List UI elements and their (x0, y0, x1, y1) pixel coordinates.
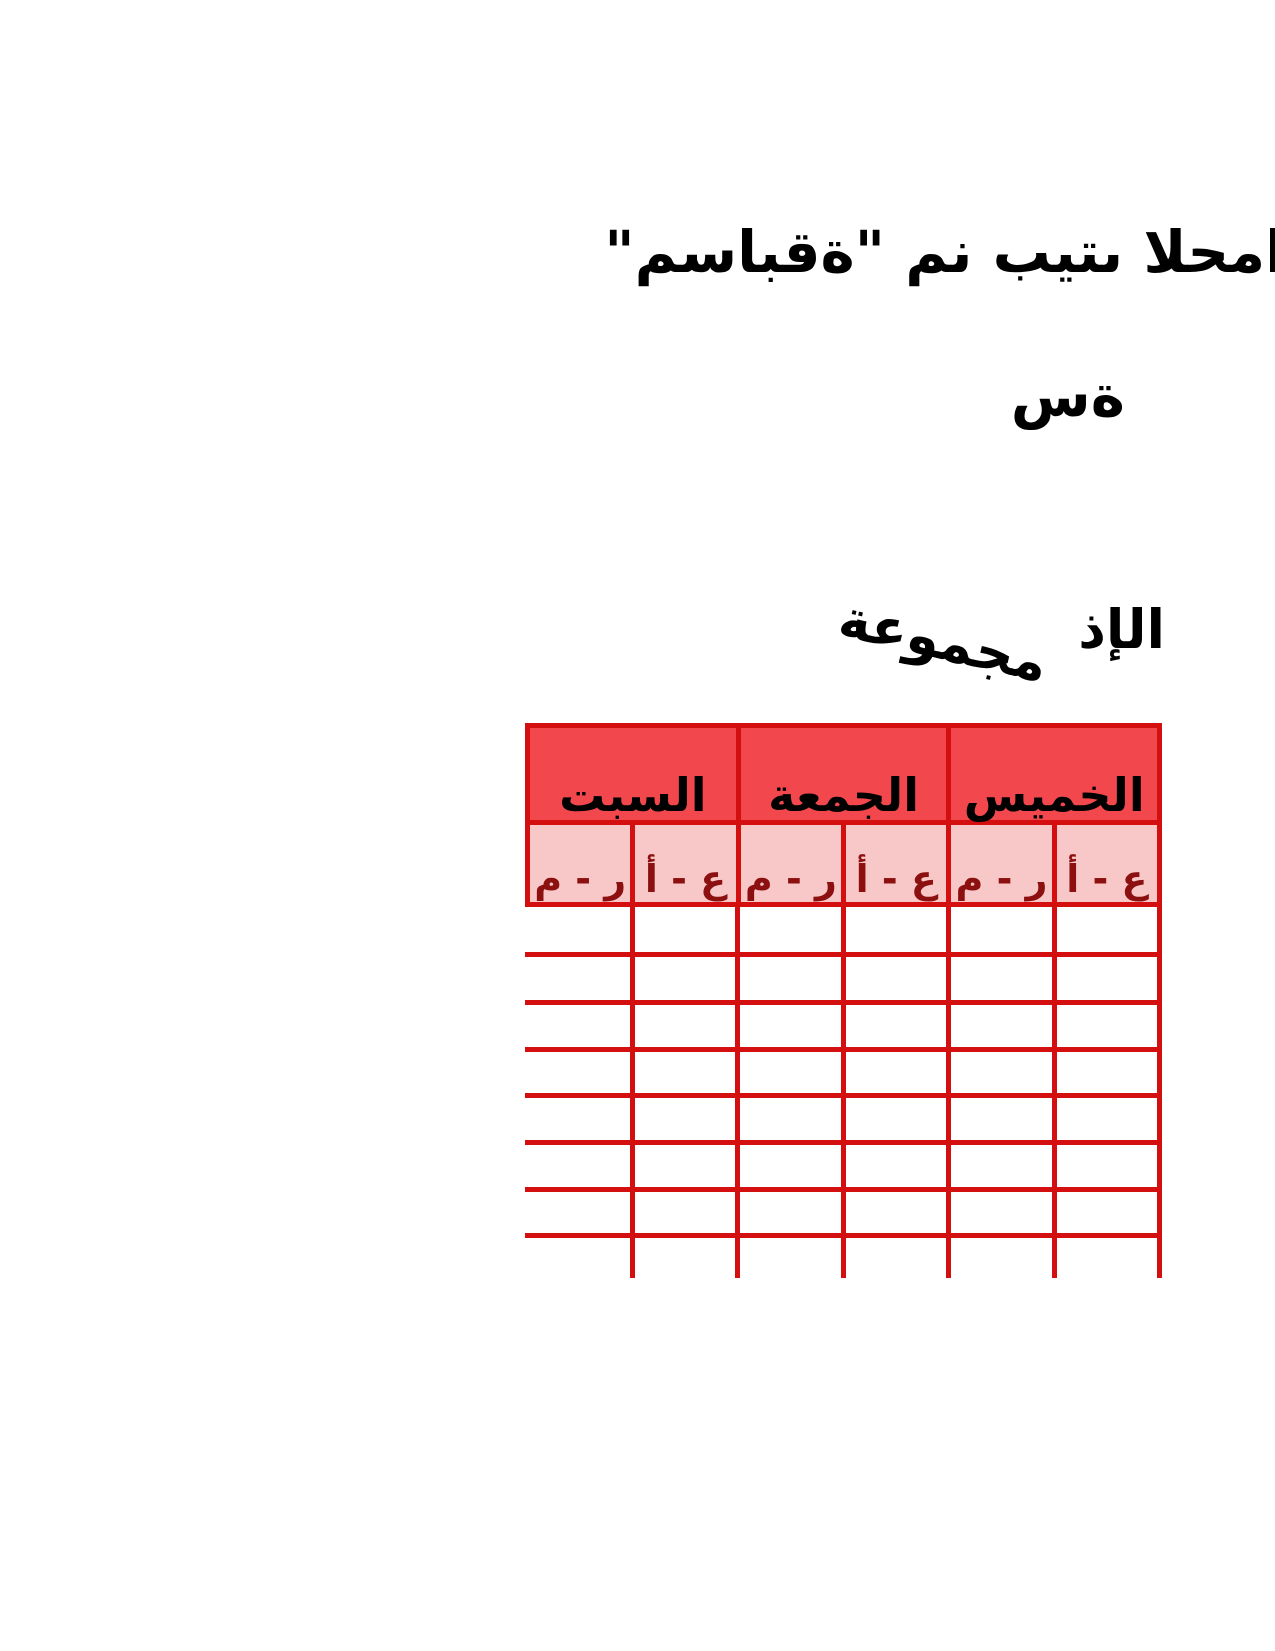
grid-vline-3 (946, 907, 951, 1278)
grid-vline-4 (1052, 907, 1057, 1278)
sub-header-cell-1-0: ع - أ (846, 825, 947, 902)
grid-vline-5 (1157, 907, 1162, 1278)
grid-vline-2 (841, 907, 846, 1278)
day-header-row: الخميس الجمعة السبت (525, 723, 1162, 820)
page-title-line1: "مسابقة" من بيتى الحما (604, 218, 1275, 286)
score-grid-body (525, 907, 1162, 1278)
sub-header-cell-0-1: ر - م (951, 825, 1052, 902)
day-header-cell-2: السبت (530, 728, 736, 820)
grid-vline-1 (735, 907, 740, 1278)
sub-header-cell-1-1: ر - م (740, 825, 841, 902)
grid-vline-0 (630, 907, 635, 1278)
sub-header-cell-0-0: ع - أ (1056, 825, 1157, 902)
sub-header-cell-2-1: ر - م (530, 825, 631, 902)
section-heading-word2: الإذ (1078, 598, 1165, 661)
section-heading: مجموعة الإذ (830, 586, 1165, 695)
page-title-line2: سة (1010, 362, 1125, 430)
sub-header-cell-2-0: ع - أ (635, 825, 736, 902)
section-heading-word1: مجموعة (833, 585, 1055, 696)
day-header-cell-0: الخميس (951, 728, 1157, 820)
day-header-cell-1: الجمعة (740, 728, 947, 820)
